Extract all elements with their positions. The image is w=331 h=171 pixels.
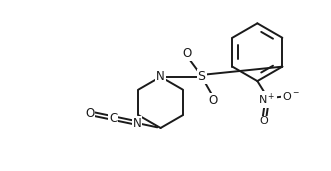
Text: C: C <box>109 112 118 125</box>
Text: S: S <box>198 70 206 83</box>
Text: N: N <box>156 70 165 83</box>
Text: N: N <box>133 117 141 130</box>
Text: N: N <box>156 70 165 83</box>
Text: O: O <box>182 47 191 60</box>
Text: N$^+$: N$^+$ <box>259 91 276 107</box>
Text: O: O <box>260 116 268 126</box>
Text: O: O <box>85 107 94 120</box>
Text: O$^-$: O$^-$ <box>282 90 300 102</box>
Text: O: O <box>209 94 218 107</box>
